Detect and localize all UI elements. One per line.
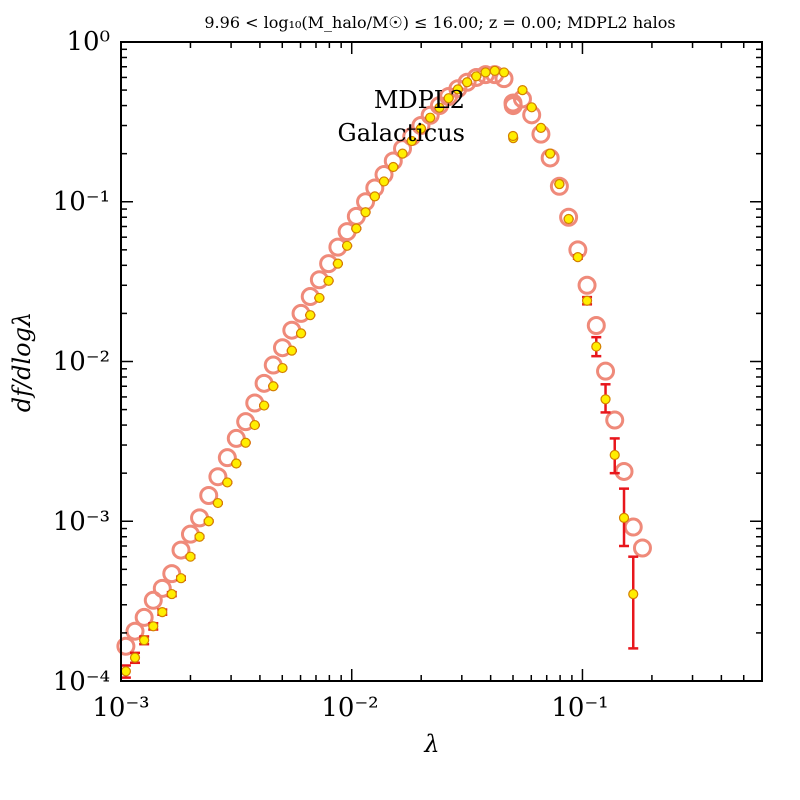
galacticus-point [591, 341, 602, 352]
galacticus-point [545, 148, 556, 159]
galacticus-point [443, 93, 454, 104]
y-tick-label: 10⁻³ [53, 507, 110, 537]
x-tick-label: 10⁻² [321, 693, 378, 723]
mdpl2-point [134, 607, 154, 627]
galacticus-point [295, 328, 307, 339]
axis-ticks [120, 41, 763, 682]
galacticus-point [628, 588, 639, 600]
galacticus-point [517, 84, 528, 96]
mdpl2-point [632, 538, 652, 558]
mdpl2-point [125, 621, 145, 641]
galacticus-point [526, 102, 537, 113]
galacticus-point [498, 67, 510, 78]
galacticus-point [120, 666, 131, 677]
galacticus-point [277, 362, 288, 374]
y-tick-label: 10⁻¹ [53, 187, 110, 217]
galacticus-point [618, 512, 630, 523]
x-tick-label: 10⁻¹ [551, 693, 608, 723]
mdpl2-point [457, 72, 477, 92]
y-axis-label: df/dlogλ [8, 312, 36, 412]
x-tick-label: 10⁻³ [92, 693, 149, 723]
galacticus-point [388, 161, 399, 173]
y-tick-labels: 10⁻⁴ 10⁻³ 10⁻² 10⁻¹ 10⁰ [53, 27, 110, 697]
galacticus-point [351, 223, 362, 234]
plot-area [116, 65, 652, 679]
galacticus-point [129, 652, 141, 663]
galacticus-point [425, 112, 436, 123]
y-tick-label: 10⁻⁴ [53, 667, 110, 697]
galacticus-point [360, 207, 371, 218]
galacticus-point [268, 381, 279, 392]
mdpl2-point [605, 410, 625, 430]
galacticus-point [166, 588, 177, 600]
galacticus-point [194, 531, 205, 542]
x-axis-label: λ [423, 730, 439, 758]
galacticus-point [231, 458, 242, 469]
galacticus-point [249, 419, 260, 431]
galacticus-point [563, 213, 574, 225]
galacticus-point [480, 67, 491, 78]
galacticus-point [240, 437, 251, 448]
legend-marker-galacticus [507, 130, 519, 142]
mdpl2-point [596, 361, 616, 381]
galacticus-point [286, 345, 297, 356]
legend-marker-mdpl2 [503, 93, 523, 113]
mdpl2-point [152, 578, 172, 598]
galacticus-point [305, 310, 316, 321]
mdpl2-point [586, 316, 606, 336]
mdpl2-point [549, 176, 569, 196]
mdpl2-point [143, 590, 163, 610]
y-tick-label: 10⁰ [66, 27, 110, 57]
galacticus-point [461, 77, 473, 88]
galacticus-point [175, 573, 187, 584]
mdpl2-point [199, 485, 219, 505]
galacticus-point [258, 400, 270, 411]
galacticus-point [185, 551, 196, 562]
galacticus-point [415, 123, 427, 134]
galacticus-point [157, 606, 168, 618]
mdpl2-point [171, 540, 191, 560]
galacticus-point [600, 394, 611, 405]
galacticus-point [434, 102, 445, 113]
mdpl2-point [614, 461, 634, 481]
galacticus-point [369, 191, 380, 202]
galacticus-point [323, 275, 334, 286]
legend-label-mdpl2: MDPL2 [374, 86, 465, 114]
y-tick-label: 10⁻² [53, 347, 110, 377]
chart-title: 9.96 < log₁₀(M_halo/M☉) ≤ 16.00; z = 0.0… [204, 13, 675, 32]
legend-markers [503, 93, 523, 142]
legend: MDPL2 Galacticus [338, 86, 465, 147]
mdpl2-point [559, 207, 579, 227]
legend-label-galacticus: Galacticus [338, 119, 465, 147]
galacticus-point [609, 449, 620, 461]
galacticus-point [203, 516, 214, 527]
galacticus-point [489, 65, 500, 76]
galacticus-point [148, 621, 159, 632]
galacticus-point [222, 477, 233, 488]
galacticus-point [471, 71, 482, 82]
galacticus-point [581, 295, 593, 306]
mdpl2-point [577, 275, 597, 295]
galacticus-point [332, 258, 343, 269]
x-tick-labels: 10⁻³ 10⁻² 10⁻¹ [92, 693, 608, 723]
galacticus-point [572, 252, 583, 263]
galacticus-point [406, 135, 417, 147]
galacticus-point [452, 84, 463, 95]
mdpl2-point [208, 467, 228, 487]
galacticus-point [212, 497, 223, 509]
mdpl2-point [116, 636, 136, 656]
galacticus-point [535, 122, 547, 133]
galacticus-point [554, 178, 565, 190]
galacticus-point [139, 635, 150, 646]
mdpl2-point [217, 448, 237, 468]
galacticus-point [397, 148, 408, 159]
galacticus-point [378, 176, 390, 187]
galacticus-point [314, 292, 325, 304]
galacticus-point [342, 240, 353, 251]
